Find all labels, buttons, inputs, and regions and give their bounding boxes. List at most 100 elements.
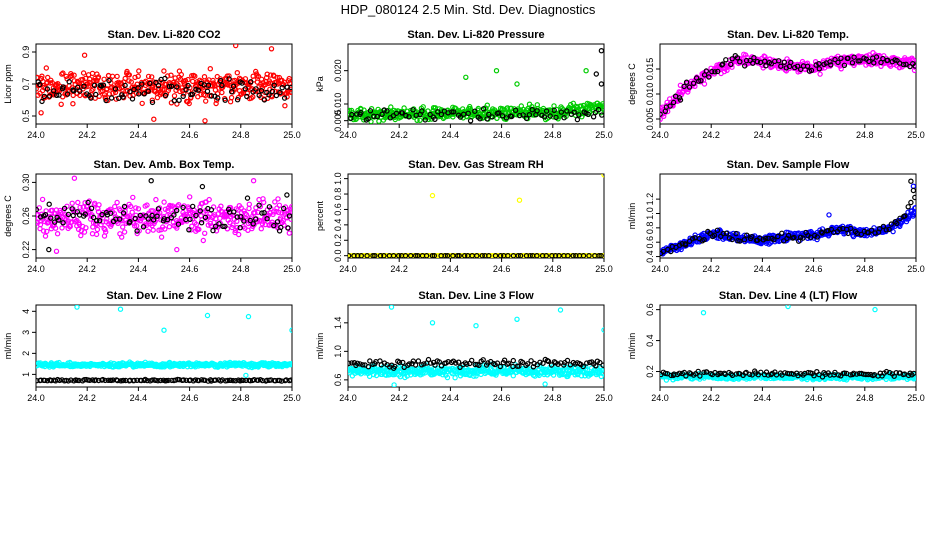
data-point	[402, 253, 409, 258]
data-point	[94, 226, 101, 233]
x-tick-label: 24.8	[856, 393, 874, 403]
data-point	[516, 363, 522, 369]
data-point	[244, 195, 251, 201]
data-point	[193, 86, 199, 93]
data-point	[910, 187, 916, 194]
data-point	[531, 360, 537, 367]
data-point	[39, 196, 46, 203]
y-tick-label: 1.2	[645, 193, 655, 206]
data-point	[121, 229, 128, 235]
data-point	[102, 229, 109, 235]
data-point	[903, 61, 909, 68]
data-point	[413, 253, 419, 258]
data-point	[374, 113, 380, 120]
data-point	[185, 82, 191, 89]
data-point	[139, 100, 145, 107]
data-point	[703, 68, 710, 74]
x-tick-label: 24.2	[78, 130, 96, 140]
y-tick-label: 0.22	[21, 241, 31, 259]
y-tick-label: 0.4	[645, 250, 655, 263]
y-tick-label: 1.0	[645, 207, 655, 220]
data-point	[354, 360, 361, 366]
data-point	[670, 99, 677, 106]
data-point	[557, 307, 564, 313]
data-point	[222, 223, 228, 230]
data-point	[154, 213, 160, 219]
data-point	[884, 57, 891, 63]
data-point	[59, 71, 65, 77]
data-point	[707, 230, 713, 237]
data-point	[598, 48, 604, 54]
data-point	[381, 107, 387, 113]
data-point	[155, 378, 161, 384]
y-axis-label: kPa	[315, 76, 325, 92]
data-point	[543, 253, 549, 258]
panel-title: Stan. Dev. Li-820 Temp.	[727, 29, 849, 41]
data-point	[257, 203, 264, 210]
data-point	[192, 377, 199, 383]
data-point	[100, 376, 106, 383]
data-point	[742, 63, 748, 69]
data-point	[734, 55, 741, 61]
data-point	[145, 73, 152, 80]
data-point	[452, 375, 458, 381]
x-tick-label: 24.2	[390, 264, 408, 274]
x-tick-label: 24.2	[702, 130, 720, 140]
data-point	[289, 327, 292, 333]
data-point	[90, 214, 97, 221]
data-point	[68, 72, 75, 79]
y-tick-label: 1.0	[333, 345, 343, 358]
panel-title: Stan. Dev. Li-820 CO2	[108, 29, 221, 41]
data-point	[414, 117, 420, 124]
data-point	[228, 94, 235, 101]
data-point	[270, 211, 276, 218]
data-point	[91, 82, 98, 89]
data-point	[179, 87, 186, 94]
data-point	[690, 80, 697, 87]
data-point	[779, 230, 785, 236]
data-point	[131, 377, 137, 384]
data-point	[245, 313, 252, 320]
data-point	[712, 69, 718, 75]
data-point	[230, 222, 236, 228]
data-point	[195, 377, 202, 384]
data-point	[274, 219, 281, 225]
data-point	[564, 108, 570, 114]
data-point	[246, 205, 252, 212]
data-point	[185, 76, 191, 83]
data-point	[886, 226, 892, 233]
data-point	[477, 115, 483, 122]
data-point	[205, 82, 212, 88]
data-point	[432, 116, 438, 123]
data-point	[908, 199, 914, 206]
data-point	[202, 98, 209, 104]
data-point	[785, 305, 791, 310]
data-point	[118, 234, 125, 240]
data-point	[149, 97, 155, 103]
data-point	[119, 224, 126, 230]
data-point	[372, 253, 378, 258]
data-point	[838, 66, 844, 72]
data-point	[289, 204, 292, 210]
data-point	[723, 230, 730, 236]
data-point	[396, 359, 403, 365]
data-point	[71, 88, 77, 94]
y-axis-label: percent	[315, 200, 325, 231]
data-point	[283, 377, 289, 383]
y-tick-label: 0.26	[21, 207, 31, 225]
data-point	[255, 73, 262, 80]
data-point	[154, 94, 161, 101]
data-point	[145, 88, 151, 94]
data-point	[230, 83, 237, 89]
data-point	[286, 213, 292, 219]
data-point	[252, 216, 259, 222]
data-point	[239, 80, 245, 86]
data-point	[534, 253, 540, 258]
data-point	[349, 360, 355, 366]
data-point	[678, 246, 684, 253]
data-point	[570, 253, 576, 258]
data-point	[78, 232, 84, 239]
data-point	[258, 225, 264, 232]
data-point	[371, 113, 377, 120]
